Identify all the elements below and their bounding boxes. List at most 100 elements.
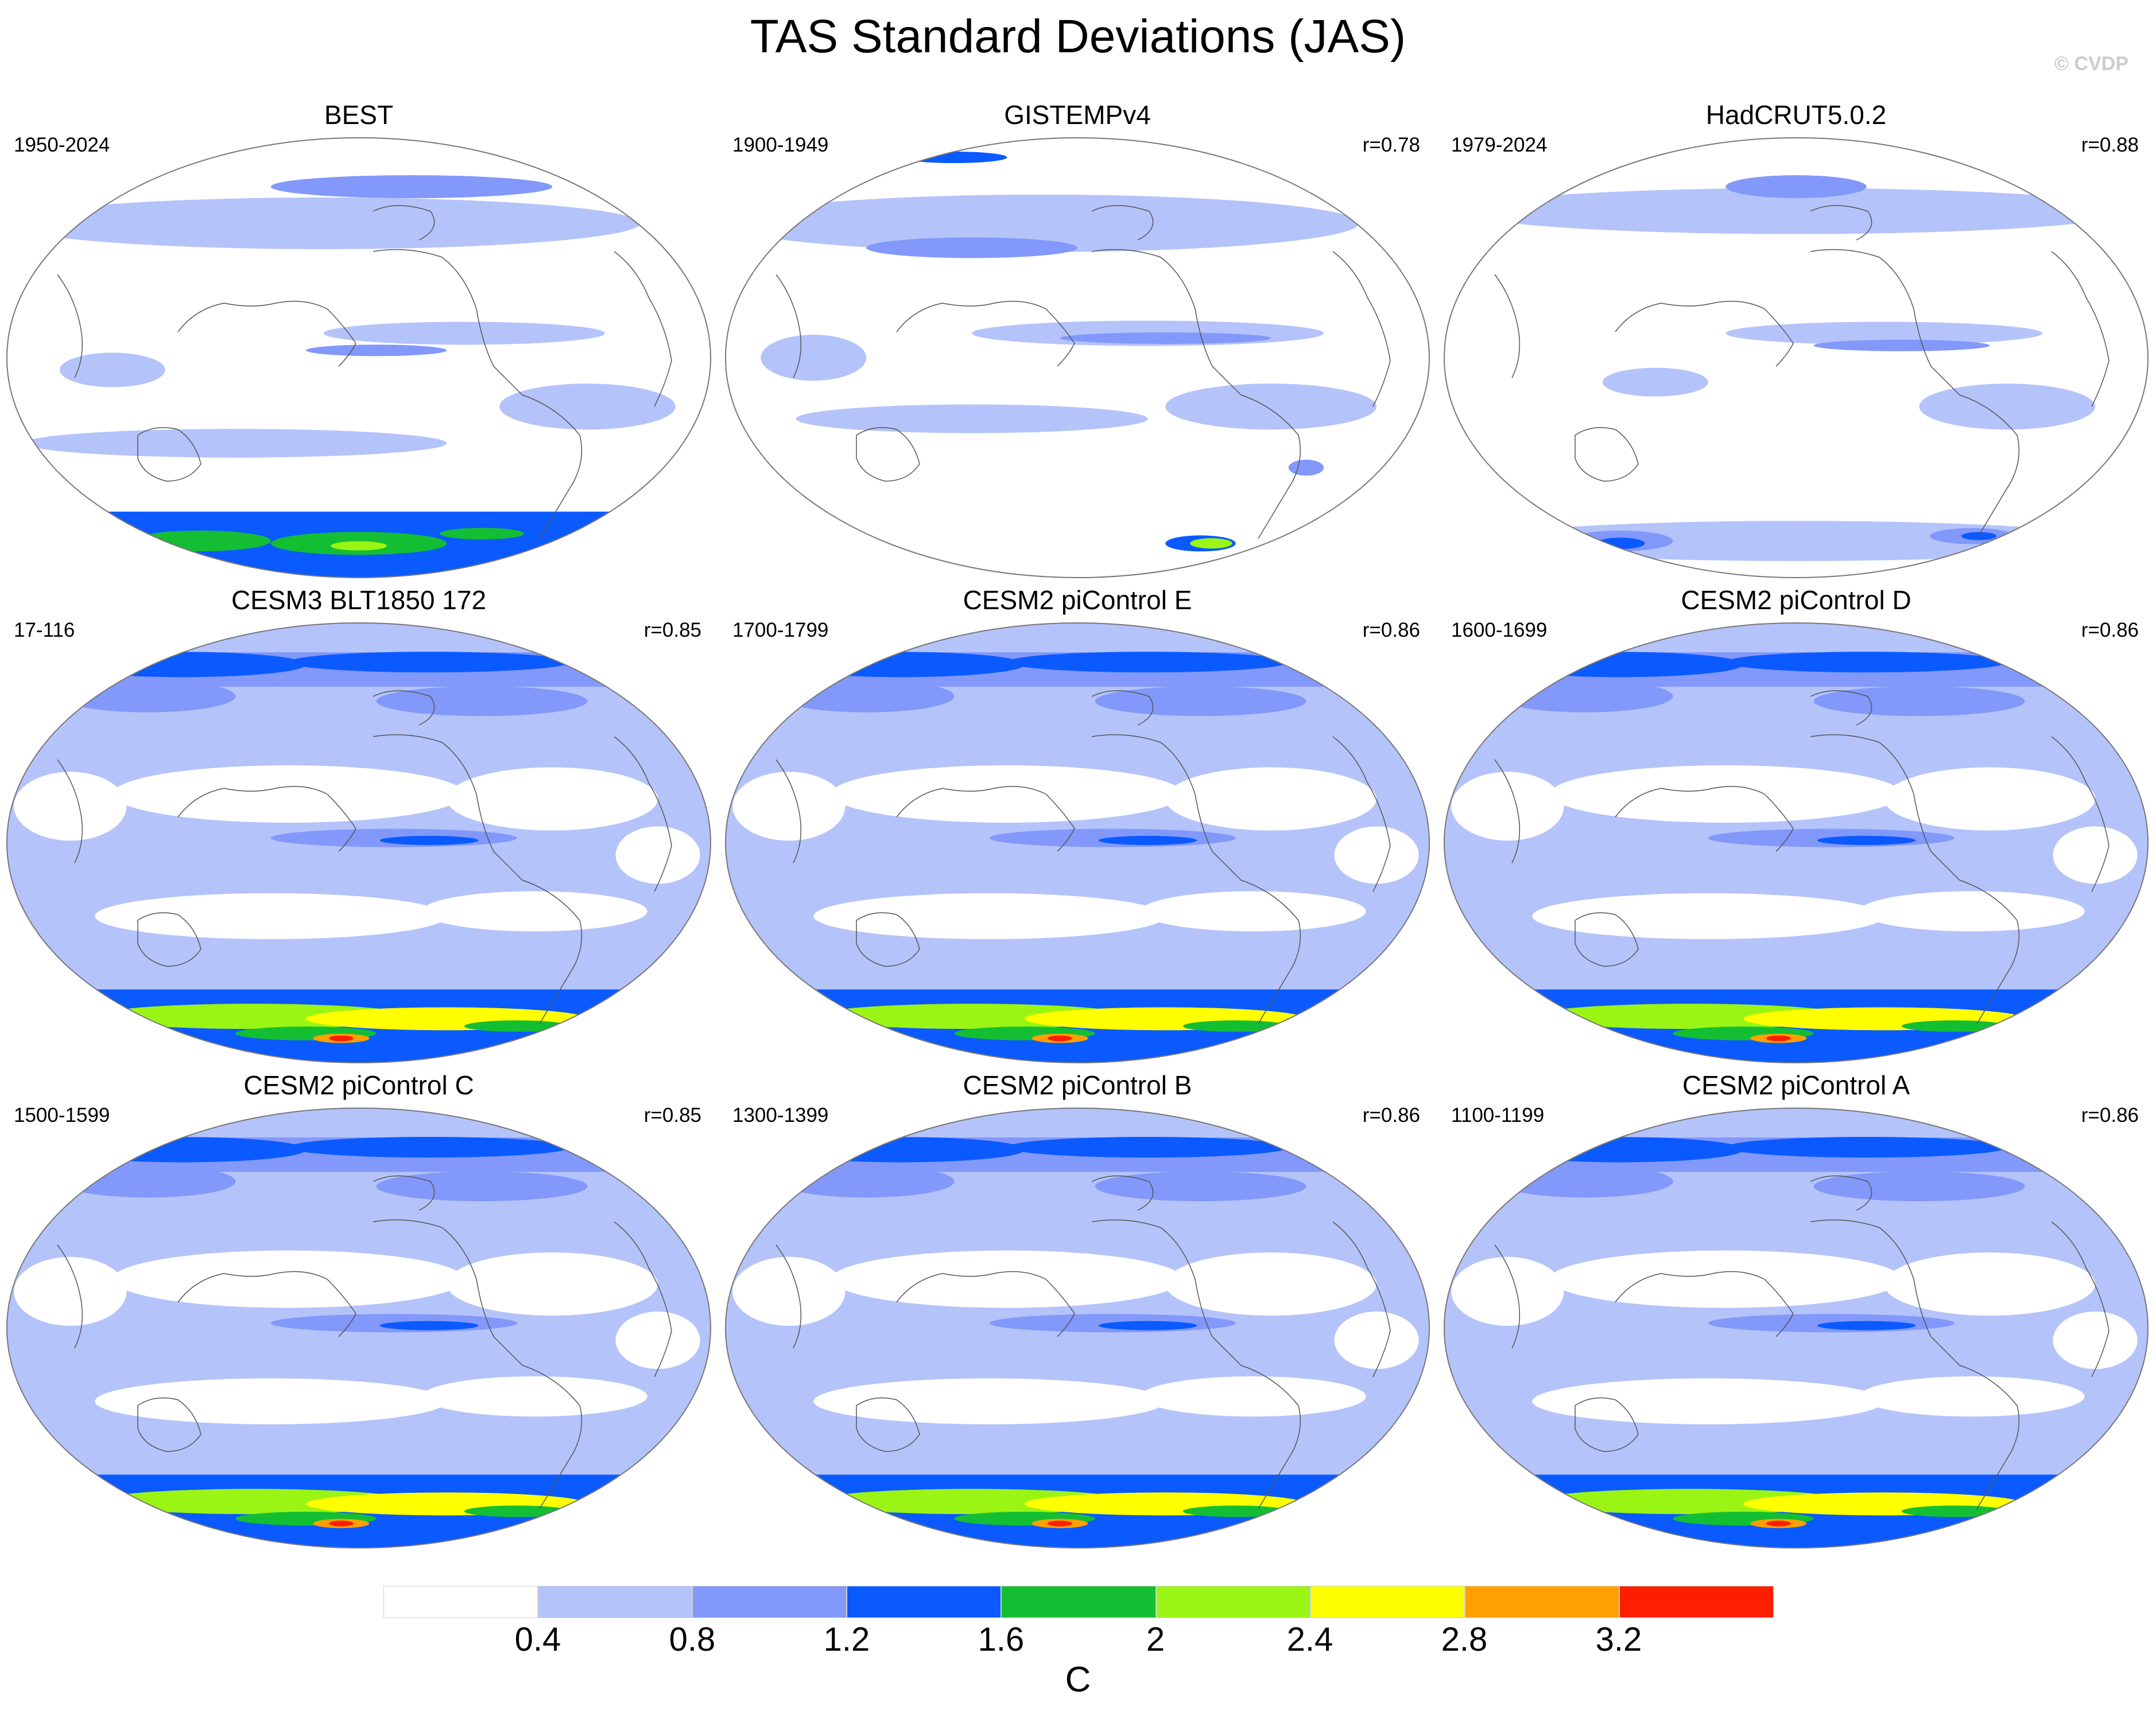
contour-region	[732, 1257, 846, 1326]
coastline-path	[57, 759, 83, 864]
contour-region	[1859, 1376, 2085, 1417]
panel-period: 1979-2024	[1451, 134, 1548, 156]
contour-region	[14, 772, 127, 841]
panel-title: CESM2 piControl E	[963, 585, 1192, 615]
coastline-path	[177, 785, 356, 852]
contour-region	[1919, 384, 2096, 430]
panel-correlation: r=0.86	[1362, 619, 1420, 641]
coastline-path	[614, 1221, 672, 1377]
map-svg	[725, 137, 1430, 578]
map-panel: CESM2 piControl E 1700-1799 r=0.86	[724, 583, 1430, 1088]
contour-region	[1859, 891, 2085, 932]
contour-region	[866, 237, 1077, 258]
map-contours	[726, 623, 1429, 1063]
contour-region	[1165, 1252, 1377, 1316]
coastline-path	[373, 690, 435, 726]
colorbar-box	[1464, 1586, 1619, 1618]
contour-region	[95, 893, 447, 939]
coastline-path	[1494, 274, 1521, 378]
contour-region	[831, 765, 1183, 823]
coastline-path	[856, 427, 920, 482]
contour-region	[1461, 188, 2131, 234]
contour-region	[447, 1252, 658, 1316]
panel-correlation: r=0.86	[2081, 1104, 2139, 1127]
contour-region	[1725, 322, 2043, 345]
coastline-path	[57, 274, 83, 378]
contour-region	[726, 194, 1359, 252]
panel-title: CESM2 piControl D	[1681, 585, 1911, 615]
panel-period: 1900-1949	[732, 134, 829, 156]
contour-region	[1549, 1250, 1902, 1308]
sea-ice-hotspot	[328, 1520, 354, 1527]
contour-region	[1095, 686, 1306, 717]
contour-region	[7, 197, 641, 249]
coastline-path	[373, 734, 583, 1024]
contour-region	[1165, 767, 1377, 831]
colorbar-box	[692, 1586, 847, 1618]
contour-region	[422, 891, 647, 932]
colorbar	[383, 1586, 1774, 1618]
coastline-path	[1091, 734, 1301, 1024]
sea-ice-hotspot	[1190, 538, 1232, 549]
colorbar-box	[1155, 1586, 1310, 1618]
contour-region	[1602, 367, 1708, 397]
map-outline	[6, 137, 711, 578]
coastline-path	[1494, 759, 1521, 864]
coastline-path	[1810, 1175, 1872, 1211]
contour-region	[59, 353, 165, 388]
contour-region	[1725, 1137, 2007, 1158]
contour-region	[1532, 1378, 1884, 1424]
coastline-path	[177, 300, 356, 367]
sea-ice-hotspot	[1047, 1520, 1072, 1527]
map-svg	[725, 622, 1430, 1063]
contour-region	[1813, 339, 1990, 351]
panel-correlation: r=0.86	[2081, 619, 2139, 641]
coastline-path	[1091, 690, 1154, 726]
coastline-path	[137, 912, 201, 967]
map-outline	[725, 137, 1430, 578]
contour-region	[1451, 772, 1564, 841]
contour-region	[422, 1376, 647, 1417]
colorbar-box	[1310, 1586, 1465, 1618]
contour-region	[1141, 891, 1366, 932]
enso-tongue	[379, 835, 479, 845]
coastline-path	[1091, 249, 1301, 539]
coastline-path	[1615, 300, 1794, 367]
colorbar-box	[383, 1586, 538, 1618]
contour-region	[1165, 384, 1377, 430]
contour-region	[95, 1378, 447, 1424]
contour-region	[288, 1137, 570, 1158]
contour-region	[2053, 826, 2138, 884]
sea-ice-hotspot	[1766, 1520, 1791, 1527]
panel-title: GISTEMPv4	[1004, 100, 1151, 130]
contour-region	[59, 1137, 307, 1163]
coastline-path	[896, 785, 1075, 852]
map-outline	[6, 622, 711, 1063]
sea-ice-hotspot	[1182, 1505, 1289, 1518]
map-panel: CESM2 piControl A 1100-1199 r=0.86	[1443, 1068, 2149, 1573]
coastline-path	[1494, 1244, 1521, 1349]
map-panel: CESM3 BLT1850 172 17-116 r=0.85	[6, 583, 712, 1088]
colorbar-box	[847, 1586, 1002, 1618]
coastline-path	[137, 1397, 201, 1452]
contour-region	[1813, 686, 2025, 717]
coastlines	[775, 205, 1391, 539]
contour-region	[24, 428, 447, 458]
map-svg	[6, 1108, 711, 1549]
coastline-path	[896, 300, 1075, 367]
colorbar-tick-label: 1.2	[823, 1621, 870, 1658]
coastline-path	[775, 274, 802, 378]
contour-region	[1141, 1376, 1366, 1417]
coastline-path	[2051, 251, 2110, 407]
coastline-path	[57, 1244, 83, 1349]
contour-region	[831, 1250, 1183, 1308]
contour-region	[1095, 1171, 1306, 1202]
contour-region	[1007, 1137, 1289, 1158]
contour-region	[1496, 1137, 1744, 1163]
map-panel: CESM2 piControl D 1600-1699 r=0.86	[1443, 583, 2149, 1088]
map-outline	[1444, 1108, 2149, 1549]
colorbar-box	[1619, 1586, 1774, 1618]
coastlines	[1494, 690, 2110, 1024]
panel-correlation: r=0.78	[1362, 134, 1420, 156]
coastline-path	[1615, 785, 1794, 852]
